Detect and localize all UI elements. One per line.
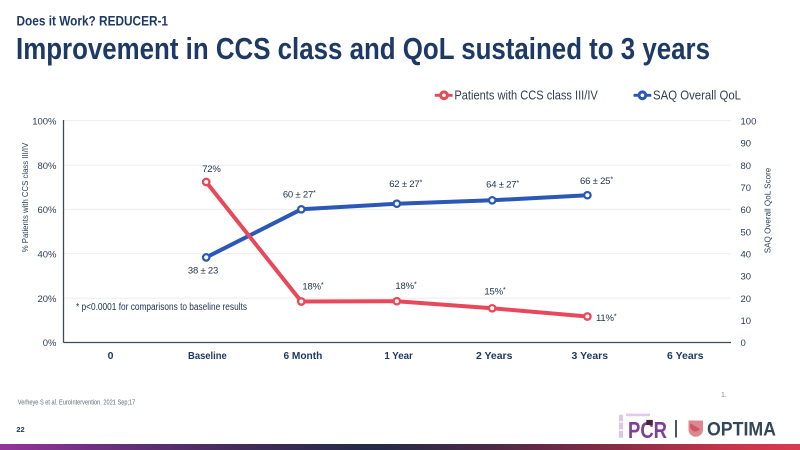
svg-text:80: 80 (741, 161, 752, 172)
svg-text:100%: 100% (32, 117, 57, 128)
svg-text:11%*: 11%* (596, 311, 617, 324)
svg-text:66 ± 25*: 66 ± 25* (580, 174, 613, 187)
svg-text:1 Year: 1 Year (384, 350, 413, 362)
svg-text:40: 40 (741, 250, 752, 261)
svg-text:40%: 40% (37, 250, 57, 261)
svg-text:2 Years: 2 Years (476, 350, 513, 362)
svg-text:20%: 20% (37, 294, 57, 305)
svg-text:72%: 72% (202, 164, 221, 175)
svg-text:20: 20 (741, 294, 752, 305)
svg-text:70: 70 (741, 183, 752, 194)
svg-text:50: 50 (741, 227, 752, 238)
svg-text:90: 90 (741, 139, 752, 150)
svg-text:38 ± 23: 38 ± 23 (188, 266, 218, 277)
svg-text:SAQ Overall QoL: SAQ Overall QoL (653, 89, 741, 103)
svg-text:Patients with CCS class III/IV: Patients with CCS class III/IV (454, 89, 598, 103)
svg-text:Improvement in CCS class and Q: Improvement in CCS class and QoL sustain… (16, 31, 710, 66)
svg-text:60: 60 (741, 205, 752, 216)
svg-text:Does it Work? REDUCER-1: Does it Work? REDUCER-1 (17, 12, 169, 28)
svg-text:100: 100 (741, 117, 757, 128)
svg-text:80%: 80% (37, 161, 57, 172)
svg-text:SAQ Overall QoL Score: SAQ Overall QoL Score (764, 167, 773, 253)
svg-text:0%: 0% (43, 338, 57, 349)
svg-text:Verheye S et al. EuroIntervent: Verheye S et al. EuroIntervention. 2021 … (18, 399, 136, 406)
svg-text:62 ± 27*: 62 ± 27* (389, 177, 422, 190)
svg-text:% Patients with CCS class III/: % Patients with CCS class III/IV (21, 142, 30, 252)
svg-text:6 Month: 6 Month (283, 350, 322, 362)
svg-text:3 Years: 3 Years (572, 350, 609, 362)
svg-text:6 Years: 6 Years (667, 350, 704, 362)
svg-text:15%*: 15%* (484, 285, 505, 298)
svg-text:18%*: 18%* (302, 280, 323, 293)
svg-text:60%: 60% (37, 205, 57, 216)
svg-text:0: 0 (741, 338, 746, 349)
svg-text:18%*: 18%* (395, 279, 416, 292)
svg-text:30: 30 (741, 272, 752, 283)
svg-text:0: 0 (108, 350, 114, 362)
svg-text:64 ± 27*: 64 ± 27* (486, 178, 519, 191)
svg-text:OPTIMA: OPTIMA (707, 419, 776, 440)
svg-text:Baseline: Baseline (188, 350, 227, 362)
svg-text:60 ± 27*: 60 ± 27* (283, 188, 316, 201)
svg-text:10: 10 (741, 316, 752, 327)
svg-text:22: 22 (16, 425, 24, 434)
svg-text:* p<0.0001 for comparisons to: * p<0.0001 for comparisons to baseline r… (76, 302, 247, 313)
svg-text:1.: 1. (721, 392, 727, 399)
